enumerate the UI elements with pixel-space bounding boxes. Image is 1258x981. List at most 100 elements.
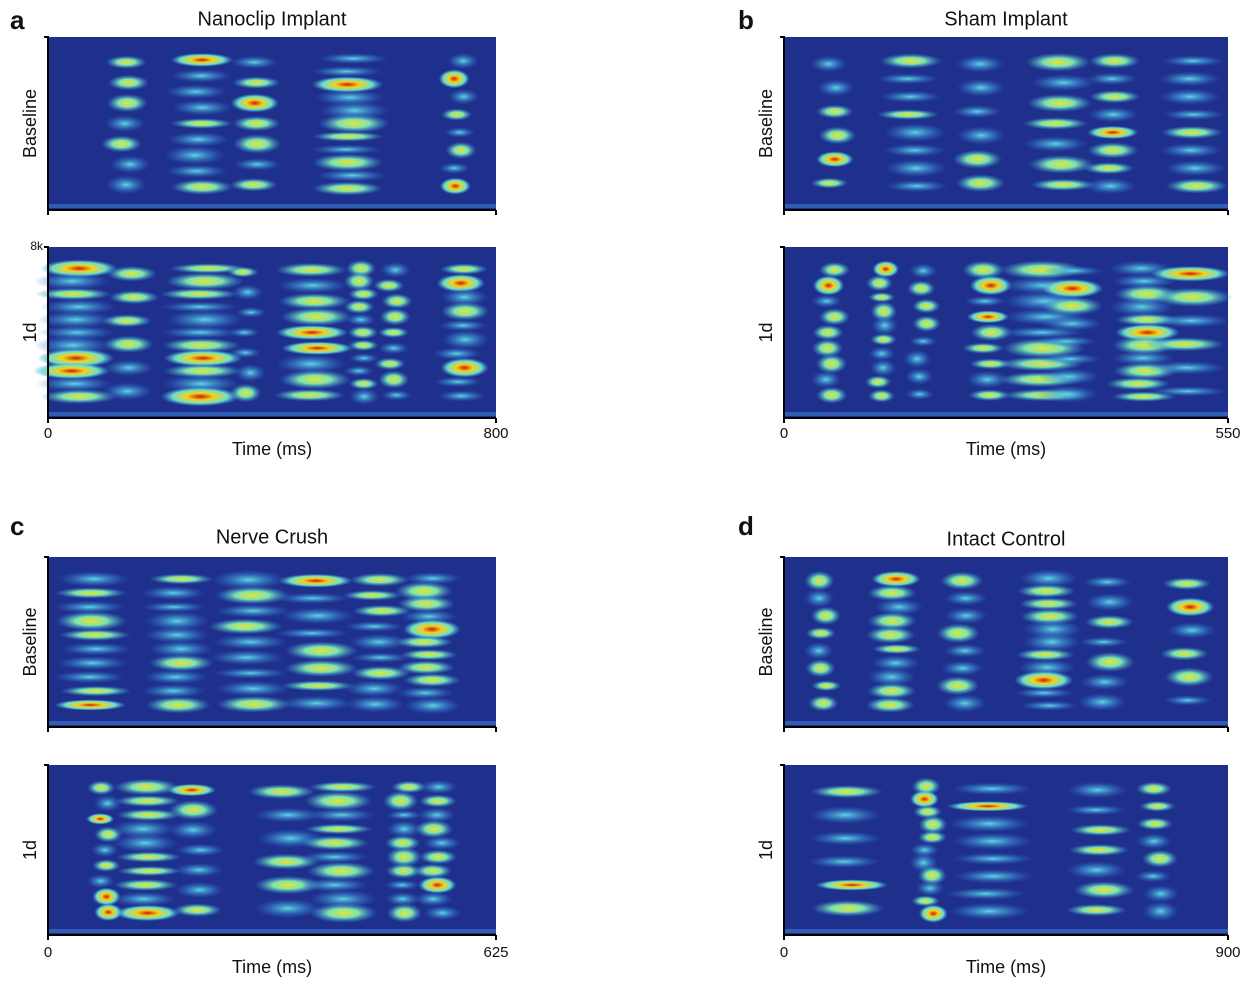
harmonic (386, 810, 421, 820)
x-axis-label: Time (ms) (232, 439, 312, 459)
harmonic (93, 795, 121, 812)
harmonic (385, 880, 420, 890)
harmonic (804, 642, 834, 659)
harmonic (230, 384, 261, 403)
harmonic (811, 295, 842, 308)
harmonic (445, 142, 476, 159)
harmonic (215, 586, 290, 604)
harmonic (941, 661, 984, 676)
harmonic (1160, 126, 1223, 139)
harmonic (86, 813, 114, 824)
harmonic (919, 905, 948, 923)
harmonic (1160, 143, 1223, 157)
harmonic (307, 808, 375, 821)
harmonic (108, 75, 149, 90)
row-label: Baseline (20, 89, 40, 158)
harmonic (806, 627, 836, 640)
harmonic (1159, 89, 1222, 105)
harmonic (1023, 117, 1088, 129)
harmonic (440, 358, 488, 378)
harmonic (397, 596, 455, 612)
harmonic (1014, 688, 1073, 698)
spectrogram (48, 37, 496, 210)
harmonic (1042, 266, 1104, 276)
harmonic (868, 346, 895, 360)
x-axis-label: Time (ms) (966, 957, 1046, 977)
harmonic (161, 326, 240, 338)
row-label: Baseline (756, 89, 776, 158)
harmonic (215, 681, 290, 697)
harmonic (279, 370, 351, 390)
harmonic (866, 275, 893, 291)
row-label: Baseline (756, 607, 776, 676)
harmonic (349, 353, 379, 363)
harmonic (387, 904, 422, 923)
harmonic (213, 668, 288, 679)
harmonic (943, 694, 986, 712)
harmonic (300, 878, 368, 892)
harmonic (109, 290, 160, 304)
harmonic (318, 53, 390, 64)
harmonic (918, 831, 947, 844)
harmonic (905, 388, 933, 399)
harmonic (275, 628, 349, 638)
harmonic (870, 359, 897, 377)
harmonic (1031, 74, 1096, 91)
harmonic (311, 66, 383, 77)
harmonic (349, 388, 379, 405)
harmonic (420, 780, 458, 794)
spectrogram (33, 247, 496, 418)
harmonic (107, 94, 148, 112)
harmonic (101, 314, 152, 327)
harmonic (1070, 824, 1131, 836)
harmonic (1041, 297, 1103, 315)
harmonic (945, 888, 1027, 900)
harmonic (819, 127, 857, 145)
x-tick-label: 0 (780, 944, 788, 961)
harmonic (967, 310, 1009, 323)
harmonic (1137, 817, 1173, 830)
harmonic (419, 794, 457, 807)
harmonic (1035, 336, 1097, 347)
harmonic (374, 358, 405, 370)
harmonic (233, 158, 281, 171)
harmonic (276, 325, 348, 340)
harmonic (348, 288, 378, 301)
harmonic (948, 903, 1030, 920)
harmonic (161, 387, 240, 406)
harmonic (1148, 386, 1228, 396)
row-label: 1d (20, 322, 40, 342)
harmonic (380, 308, 411, 325)
harmonic (816, 105, 854, 119)
harmonic (943, 644, 986, 658)
harmonic (113, 879, 178, 891)
harmonic (1085, 178, 1137, 194)
harmonic (403, 673, 461, 687)
harmonic (1067, 782, 1128, 799)
harmonic (441, 302, 489, 321)
panel-letter: d (738, 511, 754, 541)
harmonic (373, 279, 404, 292)
harmonic (342, 590, 402, 600)
harmonic (1066, 904, 1127, 916)
harmonic (312, 154, 384, 171)
harmonic (215, 604, 290, 618)
harmonic (171, 53, 234, 67)
harmonic (1162, 577, 1211, 590)
harmonic (230, 347, 261, 358)
harmonic (312, 182, 384, 196)
harmonic (866, 627, 915, 644)
harmonic (309, 903, 377, 923)
x-tick-label: 625 (483, 944, 508, 961)
harmonic (174, 863, 223, 877)
harmonic (1073, 881, 1134, 898)
harmonic (1160, 647, 1209, 660)
x-axis-label: Time (ms) (232, 957, 312, 977)
x-tick-label: 900 (1215, 944, 1240, 961)
harmonic (279, 574, 353, 588)
harmonic (1089, 53, 1141, 68)
harmonic (414, 892, 452, 907)
harmonic (173, 903, 222, 916)
harmonic (414, 864, 452, 878)
harmonic (55, 611, 127, 631)
